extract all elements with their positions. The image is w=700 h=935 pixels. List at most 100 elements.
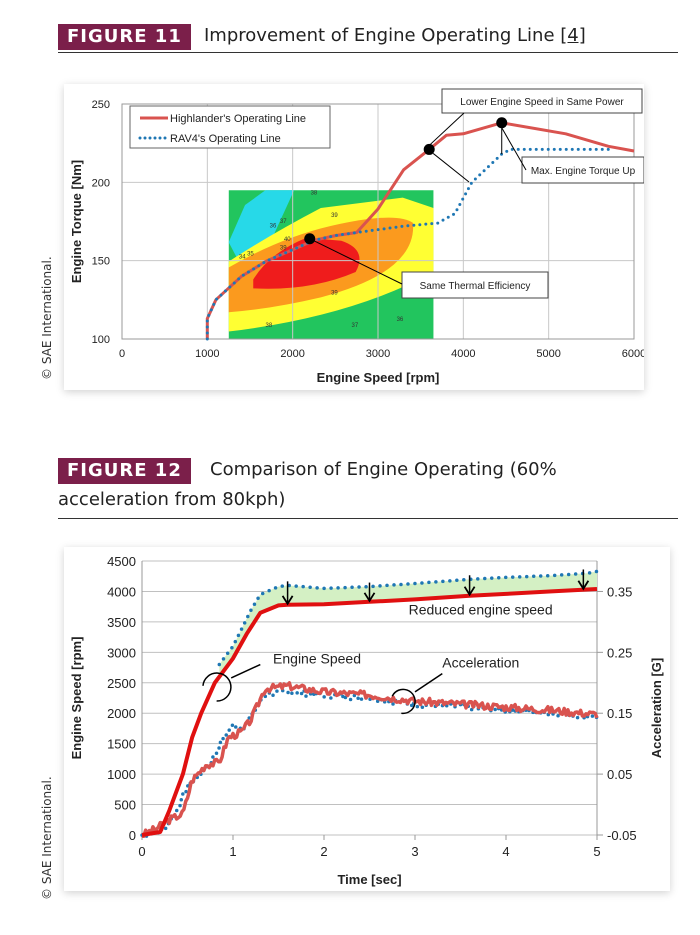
y-tick-label: 150 — [92, 256, 110, 268]
annotation-leader — [414, 673, 443, 693]
marker-point — [423, 143, 435, 155]
contour-cyan — [228, 190, 295, 262]
copyright-fig11: © SAE International. — [40, 256, 54, 380]
y-tick-label: 200 — [92, 177, 110, 189]
x-tick-label: 3 — [411, 844, 418, 859]
copyright-fig12: © SAE International. — [40, 776, 54, 900]
x-tick-label: 1000 — [195, 348, 219, 360]
legend-label-highlander: Highlander's Operating Line — [170, 113, 306, 125]
annotation-acceleration: Acceleration — [442, 655, 519, 671]
plot-frame — [121, 103, 635, 340]
contour-label: 38 — [266, 323, 273, 329]
annotation-thermal: Same Thermal Efficiency — [420, 281, 531, 292]
figure12-header: FIGURE 12 Comparison of Engine Operating… — [58, 458, 678, 519]
annotation-max-torque: Max. Engine Torque Up — [531, 166, 636, 177]
y2-axis-title: Acceleration [G] — [649, 658, 664, 758]
y-tick-label: 4000 — [107, 584, 136, 599]
y-axis-title: Engine Torque [Nm] — [69, 160, 84, 283]
y2-tick-label: 0.05 — [607, 767, 632, 782]
contour-label: 37 — [280, 219, 287, 225]
reduced-speed-area — [219, 571, 598, 677]
y-tick-label: 100 — [92, 334, 110, 346]
x-tick-label: 0 — [138, 844, 145, 859]
contour-label: 36 — [397, 317, 404, 323]
reduction-arrowhead — [463, 586, 476, 597]
annotation-engine-speed: Engine Speed — [273, 650, 361, 666]
figure12-rule — [58, 518, 678, 519]
y2-tick-label: 0.35 — [607, 584, 632, 599]
y-tick-label: 3500 — [107, 615, 136, 630]
reduction-arrowhead — [577, 580, 590, 591]
x-tick-label: 6000 — [622, 348, 644, 360]
legend-box — [129, 105, 331, 149]
x-tick-label: 5 — [593, 844, 600, 859]
marker-point — [496, 117, 508, 129]
figure11-title-text: Improvement of Engine Operating Line — [204, 25, 561, 46]
x-tick-label: 2000 — [280, 348, 304, 360]
annotation-box-max-torque — [521, 156, 645, 184]
figure12-panel: 0 500 1000 1500 2000 2500 3000 3500 4000 4500 -0.0… — [64, 547, 670, 891]
x-axis-title: Time [sec] — [337, 872, 401, 887]
figure11-rule — [58, 52, 678, 53]
y-tick-label: 0 — [129, 828, 136, 843]
y-tick-label: 1500 — [107, 737, 136, 752]
y-axis-title: Engine Speed [rpm] — [69, 637, 84, 760]
y-tick-label: 3000 — [107, 645, 136, 660]
y2-tick-label: -0.05 — [607, 828, 637, 843]
series-acceleration-baseline — [140, 685, 599, 840]
contour-label: 40 — [284, 237, 291, 243]
figure12-chart: 0 500 1000 1500 2000 2500 3000 3500 4000 4500 -0.0… — [69, 554, 664, 887]
series-engine-speed-baseline — [217, 569, 599, 667]
x-axis-title: Engine Speed [rpm] — [317, 370, 440, 385]
series-acceleration-reduced — [141, 681, 599, 839]
figure11-badge: FIGURE 11 — [58, 24, 191, 50]
reduction-arrowhead — [281, 595, 294, 606]
legend-label-rav4: RAV4's Operating Line — [170, 133, 281, 145]
figure12-title-line2: acceleration from 80kph) — [58, 489, 286, 510]
figure12-badge: FIGURE 12 — [58, 458, 191, 484]
annotation-reduced-speed: Reduced engine speed — [409, 602, 553, 618]
annotation-leader — [428, 112, 465, 146]
x-tick-label: 2 — [320, 844, 327, 859]
y-tick-label: 500 — [114, 798, 136, 813]
x-tick-label: 4 — [502, 844, 509, 859]
y-tick-label: 2500 — [107, 676, 136, 691]
y2-tick-label: 0.25 — [607, 645, 632, 660]
figure11-title: Improvement of Engine Operating Line [4] — [204, 24, 586, 48]
figure12-title-line1: Comparison of Engine Operating (60% — [210, 459, 557, 480]
y-tick-label: 4500 — [107, 554, 136, 569]
x-tick-label: 5000 — [536, 348, 560, 360]
annotation-box-lower-speed — [441, 88, 643, 114]
contour-label: 34 — [239, 255, 246, 261]
y2-tick-label: 0.15 — [607, 706, 632, 721]
engine-speed-callout-arc — [202, 672, 232, 702]
x-tick-label: 4000 — [451, 348, 475, 360]
contour-label: 39 — [280, 246, 287, 252]
contour-label: 35 — [247, 252, 254, 258]
contour-label: 38 — [311, 191, 318, 197]
annotation-leader — [432, 153, 470, 183]
annotation-leader — [501, 127, 527, 171]
x-tick-label: 3000 — [366, 348, 390, 360]
y-tick-label: 1000 — [107, 767, 136, 782]
annotation-box-thermal — [401, 271, 549, 299]
reduction-arrowhead — [363, 592, 376, 603]
annotation-leader — [309, 238, 403, 285]
figure11-panel: 34 35 36 37 39 38 39 40 39 38 37 36 0 1000 2000 3000 400… — [64, 84, 646, 390]
contour-label: 39 — [331, 290, 338, 296]
x-tick-label: 0 — [119, 348, 125, 360]
figure11-reference-link[interactable]: [4] — [560, 25, 586, 46]
x-tick-label: 1 — [229, 844, 236, 859]
series-highlander-line — [205, 121, 635, 339]
contour-label: 36 — [270, 223, 277, 229]
y-tick-label: 250 — [92, 99, 110, 111]
acceleration-callout-arc — [391, 688, 416, 715]
contour-label: 37 — [352, 323, 359, 329]
figure11-header: FIGURE 11 Improvement of Engine Operatin… — [58, 24, 678, 53]
y-tick-label: 2000 — [107, 706, 136, 721]
contour-label: 39 — [331, 213, 338, 219]
annotation-lower-speed: Lower Engine Speed in Same Power — [460, 97, 624, 108]
annotation-leader — [230, 663, 261, 679]
